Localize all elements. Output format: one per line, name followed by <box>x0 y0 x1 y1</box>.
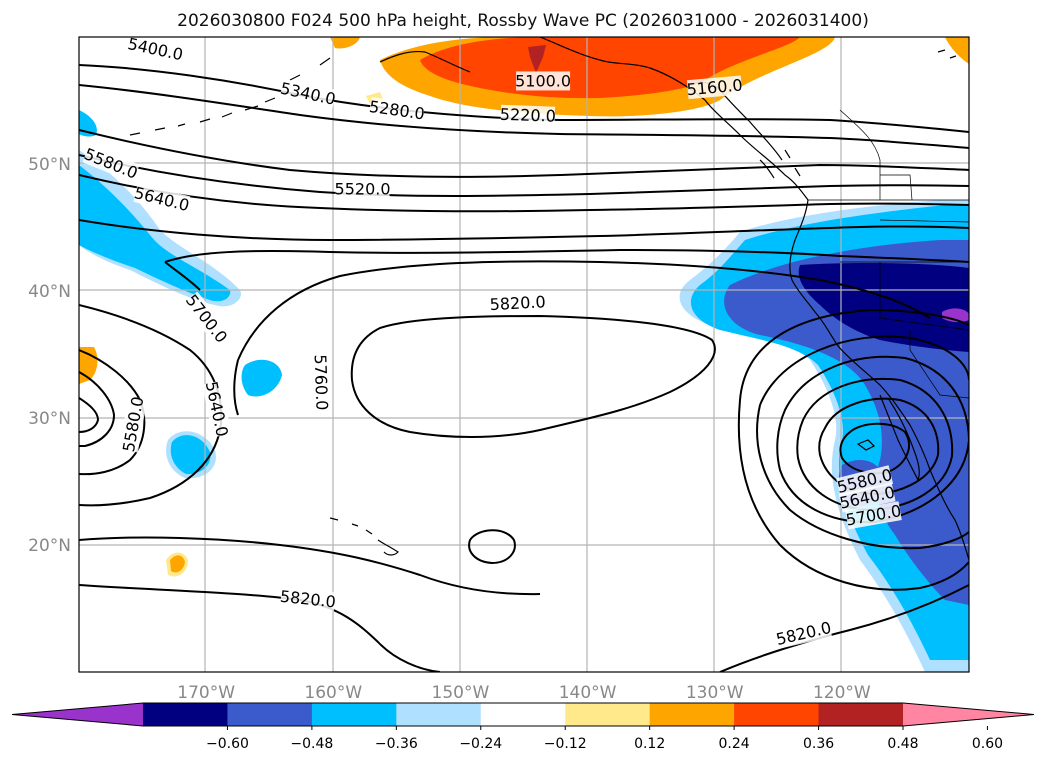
colorbar-tick-label: −0.24 <box>459 736 502 752</box>
longitude-labels: 170°W 160°W 150°W 140°W 130°W 120°W <box>177 683 871 703</box>
coast-west-us <box>789 199 969 561</box>
coast-hawaii <box>329 517 399 556</box>
contour-label-bg <box>133 183 191 215</box>
contour-label: 5220.0 <box>500 105 557 126</box>
contour-label-bg <box>845 501 902 530</box>
lon-label: 120°W <box>813 683 871 703</box>
colorbar-outline <box>11 702 1035 727</box>
coastlines <box>129 37 969 561</box>
contour-label-bg <box>280 586 336 612</box>
colorbar-extend-high <box>903 703 1034 726</box>
contour-label: 5520.0 <box>335 179 391 198</box>
contour-label-bg <box>490 292 546 315</box>
shade-alaska-orange3 <box>945 37 969 64</box>
contour-label-bg <box>279 78 337 109</box>
colorbar-tick-label: 0.36 <box>803 736 834 752</box>
colorbar-segment <box>311 703 397 726</box>
latitude-labels: 50°N 40°N 30°N 20°N <box>28 155 71 556</box>
political-borders <box>808 109 969 399</box>
contour-label-bg <box>686 75 743 100</box>
shade-west-sky5 <box>170 435 211 475</box>
map-frame <box>78 36 970 673</box>
lat-label: 30°N <box>28 409 71 429</box>
colorbar-extend-low <box>12 703 143 726</box>
colorbar-segment <box>227 703 313 726</box>
contour-label-bg <box>82 144 140 183</box>
shade-west-orange3 <box>170 555 185 573</box>
contour-label-bg <box>182 291 231 346</box>
shade-alaska-darkred <box>528 45 546 73</box>
colorbar-tick-label: −0.48 <box>290 736 333 752</box>
colorbar-segment <box>480 703 566 726</box>
contour-label-bg <box>368 96 425 124</box>
colorbar-tick-label: 0.60 <box>972 736 1003 752</box>
colorbar-tick-label: −0.12 <box>544 736 587 752</box>
lon-label: 150°W <box>432 683 490 703</box>
contour-label-group: 5100.0 <box>515 71 571 91</box>
contour-label: 5100.0 <box>515 71 571 90</box>
shade-west-sky <box>79 165 231 302</box>
contour-label-bg <box>838 482 896 513</box>
contour-label-group: 5580.0 <box>119 395 147 453</box>
lat-label: 20°N <box>28 536 71 556</box>
lat-label: 40°N <box>28 282 71 302</box>
colorbar-tick-label: 0.48 <box>887 736 918 752</box>
gridlines <box>79 37 969 672</box>
contour-label-group: 5760.0 <box>311 354 332 411</box>
contour-label: 5820.0 <box>489 292 546 314</box>
colorbar-tick-label: −0.36 <box>375 736 418 752</box>
colorbar-tick-label: 0.24 <box>719 736 750 752</box>
contour-label-bg <box>516 71 571 91</box>
colorbar-segment <box>649 703 735 726</box>
lon-label: 160°W <box>304 683 362 703</box>
colorbar-segment <box>143 703 228 726</box>
height-contours <box>79 64 969 672</box>
contour-label-bg <box>335 179 390 199</box>
shade-alaska-redorange <box>420 37 800 99</box>
contour-label: 5760.0 <box>311 354 332 411</box>
coast-alaska <box>379 37 809 201</box>
contour-label-bg <box>119 396 148 453</box>
coast-east-islets <box>937 49 957 59</box>
contour-label-group: 5160.0 <box>686 75 743 99</box>
contour-label-group: 5520.0 <box>335 179 391 199</box>
colorbar-segment <box>565 703 651 726</box>
contour-label-bg <box>775 618 833 649</box>
shade-west-paleblue <box>79 150 241 307</box>
lon-label: 170°W <box>177 683 235 703</box>
contour-label-bg <box>201 380 232 438</box>
colorbar-segment <box>396 703 482 726</box>
lon-label: 140°W <box>559 683 617 703</box>
shade-alaska-orange2 <box>330 37 360 49</box>
contour-label-group: 5820.0 <box>489 292 546 314</box>
contour-label-bg <box>500 104 556 126</box>
colorbar-tick-label: −0.60 <box>206 736 249 752</box>
shade-west-sky3 <box>241 359 282 397</box>
map-title: 2026030800 F024 500 hPa height, Rossby W… <box>177 11 869 31</box>
contour-label-bg <box>836 465 894 497</box>
colorbar: −0.60 −0.48 −0.36 −0.24 −0.12 0.12 0.24 0.36 0.4… <box>11 702 1035 752</box>
contour-label-bg <box>127 37 184 65</box>
island-guadalupe <box>856 439 876 451</box>
contour-label-bg <box>310 355 332 410</box>
contour-label: 5160.0 <box>686 75 743 99</box>
lon-label: 130°W <box>686 683 744 703</box>
colorbar-segment <box>818 703 904 726</box>
lat-label: 50°N <box>28 155 71 175</box>
colorbar-segment <box>734 703 820 726</box>
shade-west-sky2 <box>79 110 97 137</box>
coast-islands-bc <box>759 149 801 179</box>
colorbar-tick-label: 0.12 <box>634 736 665 752</box>
contour-label-group: 5220.0 <box>500 105 557 126</box>
